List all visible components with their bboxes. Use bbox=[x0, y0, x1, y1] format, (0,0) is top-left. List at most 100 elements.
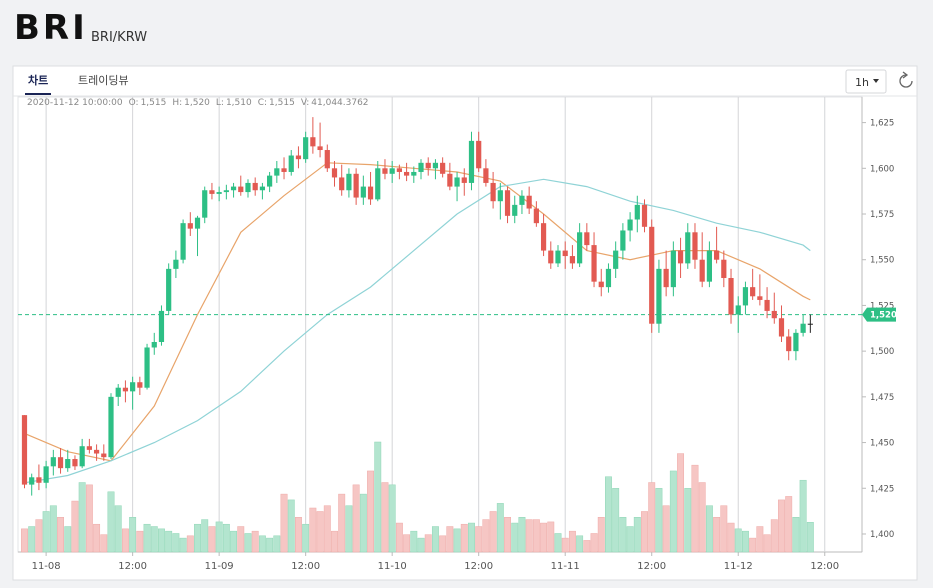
candle-body bbox=[367, 186, 374, 200]
candle-body bbox=[43, 466, 49, 483]
candle-body bbox=[584, 232, 590, 246]
volume-bar bbox=[770, 519, 778, 553]
volume-bar bbox=[251, 530, 259, 553]
volume-bar bbox=[705, 505, 713, 553]
candle-body bbox=[353, 173, 359, 198]
candle-body bbox=[115, 387, 121, 397]
candle-body bbox=[281, 168, 287, 172]
candle-body bbox=[742, 287, 749, 306]
y-tick-label: 1,475 bbox=[870, 393, 894, 403]
volume-bar bbox=[201, 519, 209, 553]
volume-bar bbox=[71, 500, 79, 553]
volume-bar bbox=[194, 523, 201, 553]
candle-body bbox=[793, 332, 799, 352]
volume-bar bbox=[691, 464, 699, 553]
refresh-icon[interactable] bbox=[899, 74, 913, 88]
volume-bar bbox=[482, 519, 490, 553]
tab[interactable]: 차트 bbox=[28, 73, 48, 87]
interval-label: 1h bbox=[855, 76, 869, 89]
x-tick-label: 11-10 bbox=[378, 561, 407, 572]
volume-bar bbox=[439, 535, 447, 553]
candle-body bbox=[223, 190, 229, 193]
volume-bar bbox=[381, 482, 389, 553]
x-tick-label: 11-12 bbox=[724, 561, 753, 572]
y-tick-label: 1,400 bbox=[870, 530, 894, 540]
candle-body bbox=[497, 190, 503, 202]
moving-average bbox=[24, 178, 811, 484]
candle-body bbox=[692, 232, 698, 260]
info-key: H: bbox=[172, 98, 183, 108]
candle-body bbox=[634, 204, 640, 220]
candle-body bbox=[540, 223, 547, 251]
candle-body bbox=[216, 192, 222, 194]
candle-body bbox=[577, 232, 583, 264]
volume-bar bbox=[136, 530, 144, 553]
info-key: O: bbox=[128, 98, 139, 108]
candle-body bbox=[331, 168, 338, 178]
interval-button[interactable] bbox=[845, 69, 887, 94]
candle-body bbox=[605, 268, 612, 288]
volume-bar bbox=[258, 535, 266, 553]
candle-body bbox=[339, 177, 345, 191]
volume-bar bbox=[186, 535, 194, 553]
tab[interactable]: 트레이딩뷰 bbox=[78, 74, 129, 87]
x-tick-label: 12:00 bbox=[291, 561, 320, 572]
info-key: C: bbox=[257, 98, 268, 108]
candle-body bbox=[267, 175, 273, 187]
volume-bar bbox=[107, 491, 115, 553]
candle-body bbox=[230, 186, 237, 191]
info-value: 1,515 bbox=[140, 98, 167, 108]
volume-bar bbox=[633, 517, 641, 553]
ohlc-info: 2020-11-12 10:00:00 O: 1,515 H: 1,520 L: 1,510… bbox=[27, 98, 375, 108]
candle-body bbox=[65, 459, 71, 469]
candle-body bbox=[757, 296, 763, 300]
last-price-tag bbox=[862, 307, 896, 322]
volume-bar bbox=[21, 528, 28, 553]
volume-bar bbox=[468, 522, 475, 553]
volume-bar bbox=[359, 493, 367, 553]
volume-bar bbox=[266, 537, 274, 553]
candle-body bbox=[303, 137, 309, 160]
candle-body bbox=[807, 323, 813, 325]
candle-body bbox=[677, 250, 684, 264]
volume-bar bbox=[806, 522, 814, 553]
y-tick-label: 1,575 bbox=[870, 210, 894, 220]
volume-bar bbox=[662, 505, 670, 553]
volume-bar bbox=[129, 517, 137, 553]
volume-bar bbox=[626, 526, 634, 553]
candle-body bbox=[685, 232, 691, 264]
candle-body bbox=[194, 217, 201, 229]
candle-body bbox=[411, 171, 417, 176]
candle-body bbox=[375, 168, 381, 200]
volume-bar bbox=[619, 517, 627, 553]
candle-body bbox=[324, 150, 330, 169]
volume-bar bbox=[756, 526, 764, 553]
volume-bar bbox=[85, 484, 93, 553]
x-tick-label: 11-09 bbox=[205, 561, 234, 572]
info-time: 2020-11-12 10:00:00 bbox=[27, 98, 123, 108]
candle-body bbox=[209, 190, 215, 194]
volume-bar bbox=[655, 488, 663, 553]
candle-body bbox=[786, 336, 792, 352]
candle-body bbox=[108, 396, 114, 458]
volume-bar bbox=[511, 522, 519, 553]
volume-bar bbox=[677, 453, 685, 553]
candle-body bbox=[317, 146, 323, 151]
candle-body bbox=[728, 278, 734, 315]
x-tick-label: 12:00 bbox=[464, 561, 493, 572]
volume-bar bbox=[244, 533, 252, 553]
candle-body bbox=[173, 259, 179, 269]
volume-bar bbox=[28, 526, 36, 553]
volume-bar bbox=[403, 534, 411, 553]
volume-bar bbox=[273, 535, 281, 553]
candle-body bbox=[548, 250, 554, 264]
candle-body bbox=[641, 204, 648, 227]
volume-bar bbox=[215, 521, 223, 553]
candle-body bbox=[151, 341, 157, 348]
volume-bar bbox=[352, 484, 360, 553]
candle-body bbox=[274, 168, 280, 176]
info-key: V: bbox=[300, 98, 310, 108]
candle-body bbox=[526, 195, 532, 209]
candle-body bbox=[389, 168, 395, 174]
